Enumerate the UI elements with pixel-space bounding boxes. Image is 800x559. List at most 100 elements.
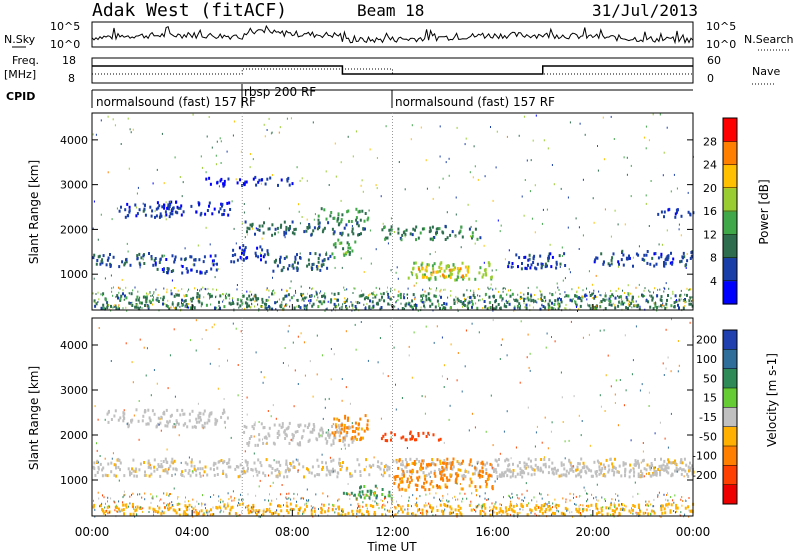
data-cell <box>157 422 160 426</box>
data-cell <box>165 201 167 204</box>
data-cell <box>294 227 297 231</box>
data-cell <box>400 463 403 467</box>
data-cell <box>490 394 492 397</box>
data-cell <box>440 499 442 502</box>
data-cell <box>532 306 534 309</box>
data-cell <box>653 505 655 508</box>
data-cell <box>564 506 567 510</box>
colorbar-swatch <box>723 187 737 212</box>
data-cell <box>173 328 175 331</box>
data-cell <box>301 295 303 298</box>
data-cell <box>333 469 336 473</box>
data-cell <box>173 487 175 490</box>
data-cell <box>200 271 203 275</box>
data-cell <box>126 503 128 506</box>
data-cell <box>376 496 378 499</box>
data-cell <box>210 508 212 512</box>
data-cell <box>472 176 474 179</box>
data-cell <box>248 227 251 231</box>
data-cell <box>401 480 404 484</box>
data-cell <box>523 256 526 259</box>
data-cell <box>403 294 405 297</box>
data-cell <box>380 306 383 309</box>
data-cell <box>516 304 519 308</box>
data-cell <box>234 467 237 471</box>
data-cell <box>681 468 683 472</box>
data-cell <box>188 456 190 459</box>
data-cell <box>473 472 476 476</box>
data-cell <box>360 257 362 260</box>
data-cell <box>252 427 255 431</box>
data-cell <box>210 303 212 306</box>
data-cell <box>478 271 481 275</box>
data-cell <box>359 301 361 304</box>
data-cell <box>243 211 245 214</box>
data-cell <box>459 229 462 233</box>
data-cell <box>142 507 144 510</box>
data-cell <box>613 513 615 516</box>
data-cell <box>384 432 387 436</box>
data-cell <box>653 252 656 256</box>
data-cell <box>379 307 382 311</box>
data-cell <box>290 280 292 283</box>
data-cell <box>278 423 281 427</box>
data-cell <box>478 469 481 473</box>
data-cell <box>663 493 665 496</box>
data-cell <box>258 224 261 228</box>
data-cell <box>683 300 685 302</box>
data-cell <box>408 496 410 499</box>
data-cell <box>415 238 417 242</box>
data-cell <box>187 506 189 508</box>
data-cell <box>263 436 266 440</box>
data-cell <box>332 243 335 247</box>
data-cell <box>520 298 521 300</box>
data-cell <box>309 302 311 305</box>
data-cell <box>517 515 519 518</box>
data-cell <box>304 296 306 300</box>
data-cell <box>174 426 176 428</box>
data-cell <box>512 496 513 499</box>
data-cell <box>153 292 155 295</box>
data-cell <box>430 288 432 291</box>
data-cell <box>530 465 533 469</box>
data-cell <box>455 477 458 481</box>
data-cell <box>330 459 333 463</box>
data-cell <box>690 288 692 291</box>
data-cell <box>535 431 537 434</box>
data-cell <box>129 512 132 516</box>
data-cell <box>470 235 471 238</box>
data-cell <box>551 513 552 516</box>
data-cell <box>321 512 323 515</box>
data-cell <box>420 512 422 514</box>
data-cell <box>310 509 313 513</box>
data-cell <box>355 216 358 220</box>
data-cell <box>436 325 438 328</box>
data-cell <box>123 416 125 420</box>
data-cell <box>680 459 683 463</box>
data-cell <box>544 416 546 419</box>
data-cell <box>632 508 634 512</box>
data-cell <box>162 302 164 306</box>
data-cell <box>174 473 176 476</box>
data-cell <box>207 511 209 514</box>
data-cell <box>380 195 382 198</box>
data-cell <box>611 293 614 297</box>
data-cell <box>632 256 634 259</box>
data-cell <box>586 504 587 507</box>
data-cell <box>246 233 248 236</box>
data-cell <box>227 492 229 495</box>
data-cell <box>656 295 658 298</box>
data-cell <box>536 500 538 503</box>
data-cell <box>395 475 398 478</box>
data-cell <box>439 503 442 507</box>
data-cell <box>590 474 593 478</box>
data-cell <box>370 465 372 469</box>
data-cell <box>363 468 366 472</box>
data-cell <box>286 179 289 183</box>
data-cell <box>404 235 406 238</box>
data-cell <box>227 294 229 297</box>
data-cell <box>168 419 171 423</box>
data-cell <box>439 306 441 310</box>
data-cell <box>324 398 326 401</box>
data-cell <box>685 267 687 269</box>
